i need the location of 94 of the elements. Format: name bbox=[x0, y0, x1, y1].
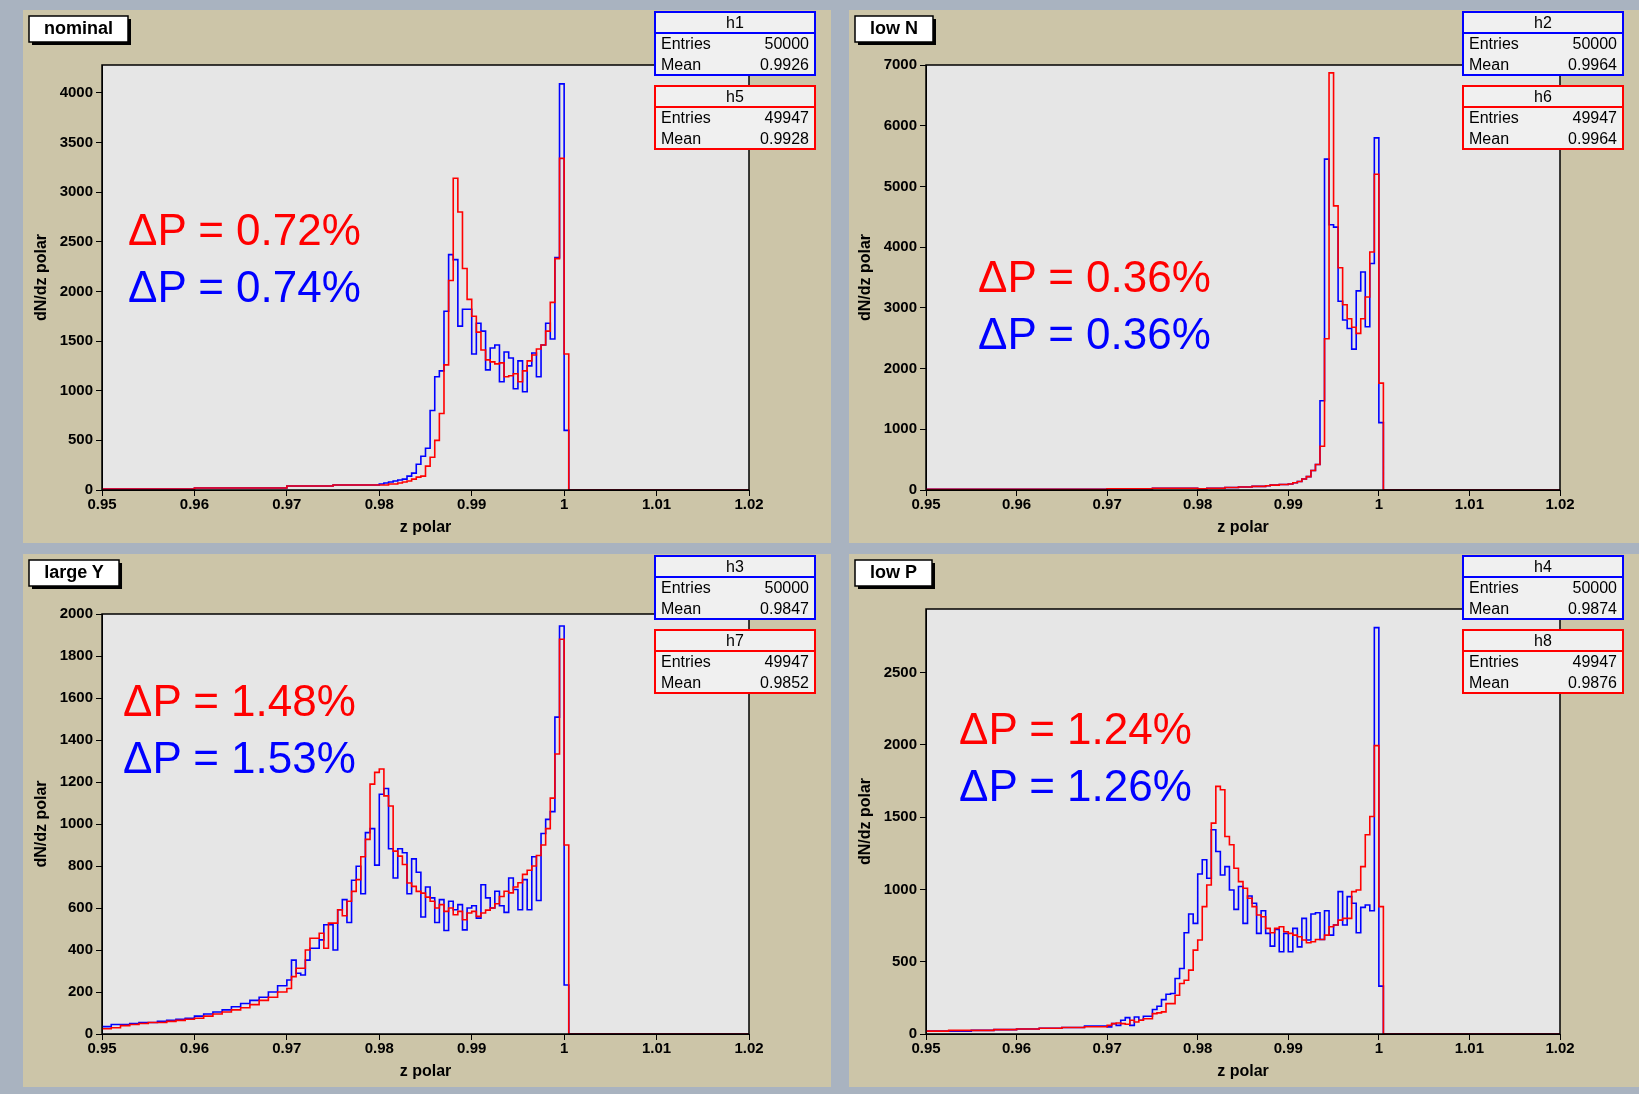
y-tick-label: 1000 bbox=[59, 380, 93, 398]
y-axis-title: dN/dz polar bbox=[32, 233, 50, 322]
y-tick-label: 2500 bbox=[59, 231, 93, 249]
series-label: ΔP = 0.74% bbox=[128, 262, 361, 311]
y-tick-label: 3500 bbox=[59, 132, 93, 150]
y-axis-title: dN/dz polar bbox=[32, 780, 50, 868]
text: ΔP = 0.36% bbox=[978, 309, 1211, 358]
x-axis-title: z polar bbox=[399, 517, 452, 535]
y-tick-label: 3000 bbox=[883, 298, 917, 315]
x-tick-label: 0.97 bbox=[272, 1039, 302, 1057]
text: h7 Entries 49947 Mean 0.9852 bbox=[661, 631, 809, 691]
x-tick-label: 0.97 bbox=[1092, 1039, 1122, 1057]
y-tick-label: 1000 bbox=[883, 419, 917, 437]
y-axis-title: dN/dz polar bbox=[856, 233, 874, 322]
y-tick-label: 200 bbox=[67, 982, 93, 1000]
x-tick-label: 0.96 bbox=[179, 495, 210, 513]
y-tick-label: 1000 bbox=[883, 879, 917, 897]
x-tick-label: 0.98 bbox=[1183, 1039, 1213, 1057]
x-tick-label: 0.98 bbox=[1183, 495, 1213, 513]
x-tick-label: 0.98 bbox=[364, 1039, 394, 1057]
y-tick-label: 1800 bbox=[59, 646, 93, 664]
x-tick-label: 0.96 bbox=[1001, 495, 1032, 513]
x-tick-label: 1.01 bbox=[641, 1039, 672, 1057]
series-label: ΔP = 1.53% bbox=[123, 733, 356, 782]
text: h8 Entries 49947 Mean 0.9876 bbox=[1469, 631, 1617, 691]
x-tick-label: 1.02 bbox=[734, 1039, 764, 1057]
series-label: ΔP = 1.48% bbox=[123, 676, 356, 725]
x-tick-label: 0.95 bbox=[87, 1039, 117, 1057]
y-tick-label: 7000 bbox=[883, 55, 917, 73]
x-tick-label: 0.97 bbox=[1092, 495, 1122, 513]
x-tick-label: 0.99 bbox=[1273, 495, 1303, 513]
y-tick-label: 500 bbox=[67, 430, 93, 448]
x-tick-label: 1.02 bbox=[1545, 495, 1575, 513]
y-tick-label: 3000 bbox=[59, 182, 93, 200]
y-tick-label: 1500 bbox=[59, 331, 93, 349]
x-tick-label: 0.95 bbox=[87, 495, 117, 513]
y-tick-label: 2000 bbox=[59, 281, 93, 299]
x-tick-label: 1.02 bbox=[734, 495, 764, 513]
y-tick-label: 1200 bbox=[59, 772, 93, 790]
y-tick-label: 1500 bbox=[883, 807, 917, 825]
y-tick-label: 0 bbox=[908, 1024, 917, 1042]
x-tick-label: 0.99 bbox=[1273, 1039, 1303, 1057]
y-tick-label: 1600 bbox=[59, 688, 93, 706]
y-tick-label: 2500 bbox=[883, 662, 917, 680]
x-tick-label: 1.01 bbox=[1454, 495, 1485, 513]
y-axis-title: dN/dz polar bbox=[856, 777, 874, 866]
chart-title: large Y bbox=[44, 561, 104, 582]
text: ΔP = 0.72% bbox=[128, 205, 361, 254]
y-tick-label: 0 bbox=[84, 1024, 93, 1042]
x-tick-label: 1 bbox=[1374, 495, 1384, 513]
x-axis-title: z polar bbox=[1217, 1061, 1269, 1079]
text: h5 Entries 49947 Mean 0.9928 bbox=[661, 87, 809, 147]
x-tick-label: 1 bbox=[559, 495, 569, 513]
x-tick-label: 0.99 bbox=[457, 495, 487, 513]
x-tick-label: 0.95 bbox=[911, 1039, 941, 1057]
y-tick-label: 600 bbox=[67, 898, 93, 916]
y-tick-label: 2000 bbox=[883, 358, 917, 376]
x-axis-title: z polar bbox=[399, 1061, 452, 1079]
y-tick-label: 0 bbox=[908, 480, 917, 498]
y-tick-label: 4000 bbox=[59, 82, 93, 100]
chart-title: low N bbox=[870, 17, 918, 38]
chart-title: nominal bbox=[43, 17, 114, 38]
y-tick-label: 5000 bbox=[883, 176, 917, 194]
x-tick-label: 1 bbox=[559, 1039, 569, 1057]
x-tick-label: 0.96 bbox=[1001, 1039, 1032, 1057]
x-tick-label: 1 bbox=[1374, 1039, 1384, 1057]
text: h3 Entries 50000 Mean 0.9847 bbox=[661, 557, 809, 617]
text: h6 Entries 49947 Mean 0.9964 bbox=[1469, 87, 1617, 147]
y-tick-label: 2000 bbox=[59, 604, 93, 622]
series-label: ΔP = 1.26% bbox=[959, 761, 1192, 810]
y-tick-label: 1400 bbox=[59, 730, 93, 748]
x-tick-label: 0.98 bbox=[364, 495, 394, 513]
y-tick-label: 2000 bbox=[883, 735, 917, 753]
y-tick-label: 0 bbox=[84, 480, 93, 498]
text: h4 Entries 50000 Mean 0.9874 bbox=[1469, 557, 1617, 617]
y-tick-label: 500 bbox=[891, 951, 917, 969]
y-tick-label: 4000 bbox=[883, 237, 917, 255]
chart-title: low P bbox=[869, 561, 918, 582]
x-tick-label: 1.01 bbox=[1454, 1039, 1485, 1057]
x-tick-label: 0.97 bbox=[272, 495, 302, 513]
y-tick-label: 1000 bbox=[59, 814, 93, 832]
x-tick-label: 0.95 bbox=[911, 495, 941, 513]
y-tick-label: 6000 bbox=[883, 115, 917, 133]
x-tick-label: 1.02 bbox=[1545, 1039, 1575, 1057]
text: h2 Entries 50000 Mean 0.9964 bbox=[1469, 13, 1617, 73]
x-tick-label: 0.99 bbox=[457, 1039, 487, 1057]
y-tick-label: 800 bbox=[67, 856, 93, 874]
y-tick-label: 400 bbox=[67, 940, 93, 958]
x-tick-label: 0.96 bbox=[179, 1039, 210, 1057]
x-tick-label: 1.01 bbox=[641, 495, 672, 513]
text: h1 Entries 50000 Mean 0.9926 bbox=[661, 13, 809, 73]
series-label: ΔP = 1.24% bbox=[959, 704, 1192, 753]
text: ΔP = 0.36% bbox=[978, 252, 1211, 301]
x-axis-title: z polar bbox=[1217, 517, 1269, 535]
